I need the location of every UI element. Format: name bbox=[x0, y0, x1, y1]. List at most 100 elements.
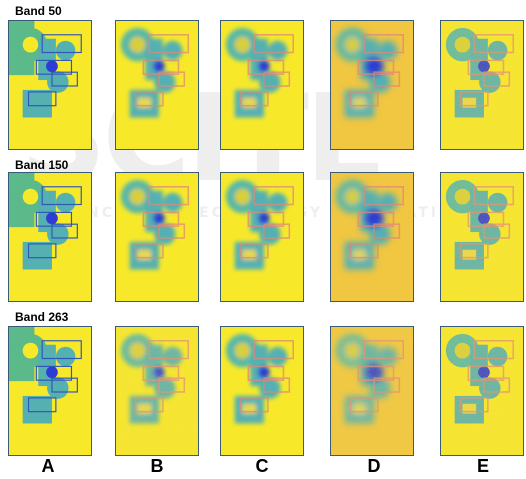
shape-ring-hole bbox=[22, 342, 39, 359]
shape-right-blob bbox=[267, 40, 288, 61]
outline-rect-mid bbox=[357, 59, 395, 75]
outline-rect-top bbox=[148, 185, 190, 206]
outline-rect-low bbox=[239, 397, 269, 413]
shape-ring-hole bbox=[129, 36, 146, 53]
shape-lower-inner bbox=[30, 97, 45, 108]
band-image-a-2 bbox=[8, 172, 92, 302]
shape-core bbox=[46, 212, 58, 225]
row-label-band-150: Band 150 bbox=[15, 158, 69, 172]
outline-rect-mid bbox=[35, 365, 73, 381]
outline-rect-right bbox=[51, 71, 78, 87]
outline-rect-top bbox=[253, 339, 295, 360]
row-label-band-263: Band 263 bbox=[15, 310, 69, 324]
band-image-e-2 bbox=[440, 172, 524, 302]
outline-rect-low bbox=[239, 243, 269, 259]
shape-core bbox=[364, 56, 384, 77]
outline-rect-low bbox=[27, 397, 57, 413]
band-image-d-3 bbox=[330, 326, 414, 456]
outline-rect-mid bbox=[357, 211, 395, 227]
shape-lower-inner bbox=[30, 249, 45, 260]
outline-rect-mid bbox=[247, 211, 285, 227]
shape-right-blob bbox=[162, 40, 183, 61]
column-label-a: A bbox=[41, 456, 55, 476]
outline-rect-low bbox=[349, 243, 379, 259]
outline-rect-low bbox=[27, 91, 57, 107]
noise-overlay bbox=[441, 327, 523, 455]
noise-overlay bbox=[331, 327, 413, 455]
shape-core bbox=[46, 366, 58, 379]
shape-lower-inner bbox=[242, 97, 257, 108]
shape-core bbox=[258, 366, 270, 379]
shape-ring-hole bbox=[344, 188, 361, 205]
outline-rect-low bbox=[27, 243, 57, 259]
band-image-c-1 bbox=[220, 20, 304, 150]
shape-ring-hole bbox=[234, 36, 251, 53]
outline-rect-right bbox=[263, 71, 291, 87]
shape-lower-inner bbox=[30, 403, 45, 414]
noise-overlay bbox=[441, 173, 523, 301]
band-image-d-2 bbox=[330, 172, 414, 302]
outline-rect-mid bbox=[142, 59, 180, 75]
row-label-band-50: Band 50 bbox=[15, 4, 62, 18]
shape-core bbox=[258, 60, 270, 73]
column-label-c: C bbox=[255, 456, 269, 476]
outline-rect-mid bbox=[35, 59, 73, 75]
shape-lower-inner bbox=[242, 403, 257, 414]
outline-rect-right bbox=[263, 377, 291, 393]
noise-overlay bbox=[441, 21, 523, 149]
outline-rect-low bbox=[349, 91, 379, 107]
outline-rect-low bbox=[239, 91, 269, 107]
shape-ring-hole bbox=[234, 342, 251, 359]
column-label-d: D bbox=[367, 456, 381, 476]
shape-right-blob bbox=[267, 192, 288, 213]
outline-rect-mid bbox=[35, 211, 73, 227]
outline-rect-mid bbox=[247, 365, 285, 381]
noise-overlay bbox=[116, 327, 198, 455]
shape-lower-inner bbox=[352, 249, 367, 260]
shape-ring-hole bbox=[129, 188, 146, 205]
shape-right-blob bbox=[162, 192, 183, 213]
band-image-b-3 bbox=[115, 326, 199, 456]
outline-rect-low bbox=[134, 243, 164, 259]
shape-right-blob bbox=[55, 346, 76, 367]
outline-rect-top bbox=[253, 185, 295, 206]
shape-lower-inner bbox=[242, 249, 257, 260]
shape-right-blob bbox=[377, 192, 398, 213]
shape-ring-hole bbox=[22, 36, 39, 53]
outline-rect-mid bbox=[142, 211, 180, 227]
outline-rect-right bbox=[51, 223, 78, 239]
shape-ring-hole bbox=[234, 188, 251, 205]
band-image-a-1 bbox=[8, 20, 92, 150]
band-image-c-2 bbox=[220, 172, 304, 302]
outline-rect-right bbox=[158, 223, 186, 239]
shape-lower-inner bbox=[137, 249, 152, 260]
outline-rect-top bbox=[41, 186, 82, 206]
outline-rect-top bbox=[253, 33, 295, 54]
shape-lower-inner bbox=[137, 97, 152, 108]
band-image-b-2 bbox=[115, 172, 199, 302]
band-image-c-3 bbox=[220, 326, 304, 456]
shape-ring-hole bbox=[344, 36, 361, 53]
band-image-d-1 bbox=[330, 20, 414, 150]
shape-right-blob bbox=[377, 40, 398, 61]
outline-rect-mid bbox=[247, 59, 285, 75]
outline-rect-low bbox=[134, 91, 164, 107]
shape-core bbox=[153, 212, 165, 225]
outline-rect-top bbox=[41, 34, 82, 54]
band-image-a-3 bbox=[8, 326, 92, 456]
band-image-e-1 bbox=[440, 20, 524, 150]
shape-core bbox=[258, 212, 270, 225]
outline-rect-top bbox=[148, 33, 190, 54]
outline-rect-right bbox=[373, 223, 401, 239]
shape-right-blob bbox=[267, 346, 288, 367]
outline-rect-top bbox=[363, 33, 405, 54]
outline-rect-right bbox=[51, 377, 78, 393]
outline-rect-top bbox=[363, 185, 405, 206]
column-label-b: B bbox=[150, 456, 164, 476]
outline-rect-right bbox=[158, 71, 186, 87]
band-image-e-3 bbox=[440, 326, 524, 456]
shape-ring-hole bbox=[22, 188, 39, 205]
shape-core bbox=[46, 60, 58, 73]
outline-rect-right bbox=[263, 223, 291, 239]
band-image-b-1 bbox=[115, 20, 199, 150]
